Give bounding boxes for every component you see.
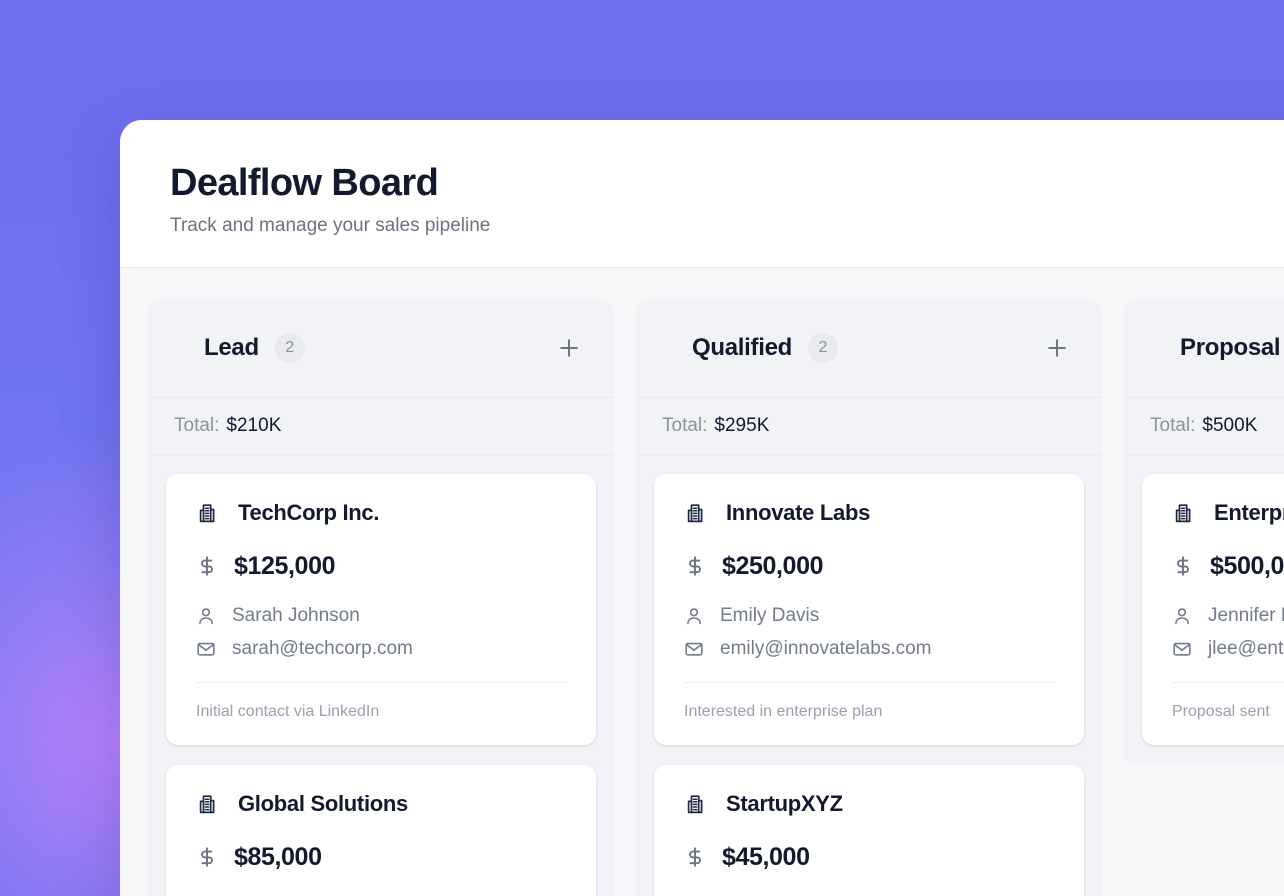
card-contact-name: Jennifer Lee (1208, 604, 1284, 626)
card-email-address: emily@innovatelabs.com (720, 637, 932, 659)
card-company-row: StartupXYZ (684, 791, 1054, 817)
card-email-row: sarah@techcorp.com (196, 638, 566, 660)
add-deal-button[interactable] (1040, 331, 1074, 365)
card-amount-value: $45,000 (722, 842, 810, 871)
card-amount-row: $125,000 (196, 552, 566, 581)
card-company-row: Global Solutions (196, 791, 566, 817)
column-total-label: Total: (174, 415, 220, 437)
app-window: Dealflow Board Track and manage your sal… (120, 120, 1284, 896)
card-contact-row: Sarah Johnson (196, 605, 566, 627)
column-title: Proposal (1180, 334, 1281, 362)
card-company-row: Innovate Labs (684, 500, 1054, 526)
envelope-icon (685, 642, 703, 656)
column-total: Total: $210K (148, 398, 614, 456)
column-card-list: Enterprise Co $500,000 (1124, 456, 1284, 763)
card-contact-name: Emily Davis (720, 604, 820, 626)
card-amount-row: $85,000 (196, 843, 566, 872)
card-amount-row: $250,000 (684, 552, 1054, 581)
card-amount-row: $500,000 (1172, 552, 1284, 581)
column-total: Total: $295K (636, 398, 1102, 456)
column-total-value: $295K (714, 415, 770, 437)
column-total-label: Total: (1150, 415, 1196, 437)
page-subtitle: Track and manage your sales pipeline (170, 214, 491, 236)
column-header: Proposal (1124, 300, 1284, 398)
deal-card[interactable]: Global Solutions $85,000 (166, 764, 596, 896)
deal-card[interactable]: Enterprise Co $500,000 (1142, 473, 1284, 745)
envelope-icon (197, 642, 215, 656)
dollar-sign-icon (689, 556, 701, 577)
dollar-sign-icon (1177, 556, 1189, 577)
card-email-address: sarah@techcorp.com (232, 637, 413, 659)
board-column-qualified: Qualified 2 Total: $295K (636, 299, 1102, 896)
column-total: Total: $500K (1124, 398, 1284, 456)
deal-card[interactable]: TechCorp Inc. $125,000 (166, 473, 596, 745)
card-company-row: TechCorp Inc. (196, 500, 566, 526)
card-amount-row: $45,000 (684, 843, 1054, 872)
card-contact-row: Emily Davis (684, 605, 1054, 627)
building-icon (687, 504, 703, 523)
card-contact-name: Sarah Johnson (232, 604, 360, 626)
card-contact-row: Jennifer Lee (1172, 605, 1284, 627)
card-company-row: Enterprise Co (1172, 500, 1284, 526)
page-title: Dealflow Board (170, 162, 439, 204)
add-deal-button[interactable] (552, 331, 586, 365)
deal-card[interactable]: StartupXYZ $45,000 (654, 764, 1084, 896)
dollar-sign-icon (201, 847, 213, 868)
card-email-row: emily@innovatelabs.com (684, 638, 1054, 660)
building-icon (199, 795, 215, 814)
column-count-badge: 2 (274, 333, 305, 364)
building-icon (1175, 504, 1191, 523)
plus-icon (560, 339, 578, 358)
card-company-name: Global Solutions (238, 790, 408, 816)
column-title: Qualified (692, 334, 792, 362)
person-icon (1175, 608, 1189, 625)
column-header: Qualified 2 (636, 300, 1102, 398)
column-total-value: $500K (1202, 415, 1258, 437)
column-total-value: $210K (226, 415, 282, 437)
person-icon (199, 608, 213, 625)
card-company-name: Innovate Labs (726, 499, 871, 525)
column-count-badge: 2 (807, 333, 838, 364)
card-email-row: jlee@enterprise.com (1172, 638, 1284, 660)
column-card-list: TechCorp Inc. $125,000 (148, 456, 614, 896)
column-total-label: Total: (662, 415, 708, 437)
dollar-sign-icon (689, 847, 701, 868)
building-icon (199, 504, 215, 523)
deal-card[interactable]: Innovate Labs $250,000 (654, 473, 1084, 745)
board-column-proposal: Proposal Total: $500K (1124, 299, 1284, 763)
person-icon (687, 608, 701, 625)
card-divider (684, 681, 1054, 683)
column-header: Lead 2 (148, 300, 614, 398)
card-amount-value: $85,000 (234, 842, 322, 871)
card-amount-value: $250,000 (722, 551, 824, 580)
app-header: Dealflow Board Track and manage your sal… (120, 120, 1284, 267)
card-note: Initial contact via LinkedIn (196, 702, 380, 720)
dollar-sign-icon (201, 556, 213, 577)
board-column-lead: Lead 2 Total: $210K (148, 299, 614, 896)
card-note: Proposal sent (1172, 702, 1270, 720)
card-email-address: jlee@enterprise.com (1208, 637, 1284, 659)
column-card-list: Innovate Labs $250,000 (636, 456, 1102, 896)
card-company-name: TechCorp Inc. (238, 499, 380, 525)
kanban-board: Lead 2 Total: $210K (120, 266, 1284, 896)
column-title: Lead (204, 334, 259, 362)
card-divider (196, 681, 566, 683)
card-note: Interested in enterprise plan (684, 702, 883, 720)
card-amount-value: $500,000 (1210, 551, 1284, 580)
card-amount-value: $125,000 (234, 551, 336, 580)
building-icon (687, 795, 703, 814)
card-company-name: Enterprise Co (1214, 499, 1284, 525)
card-divider (1172, 681, 1284, 683)
envelope-icon (1173, 642, 1191, 656)
plus-icon (1048, 339, 1066, 358)
card-company-name: StartupXYZ (726, 790, 843, 816)
